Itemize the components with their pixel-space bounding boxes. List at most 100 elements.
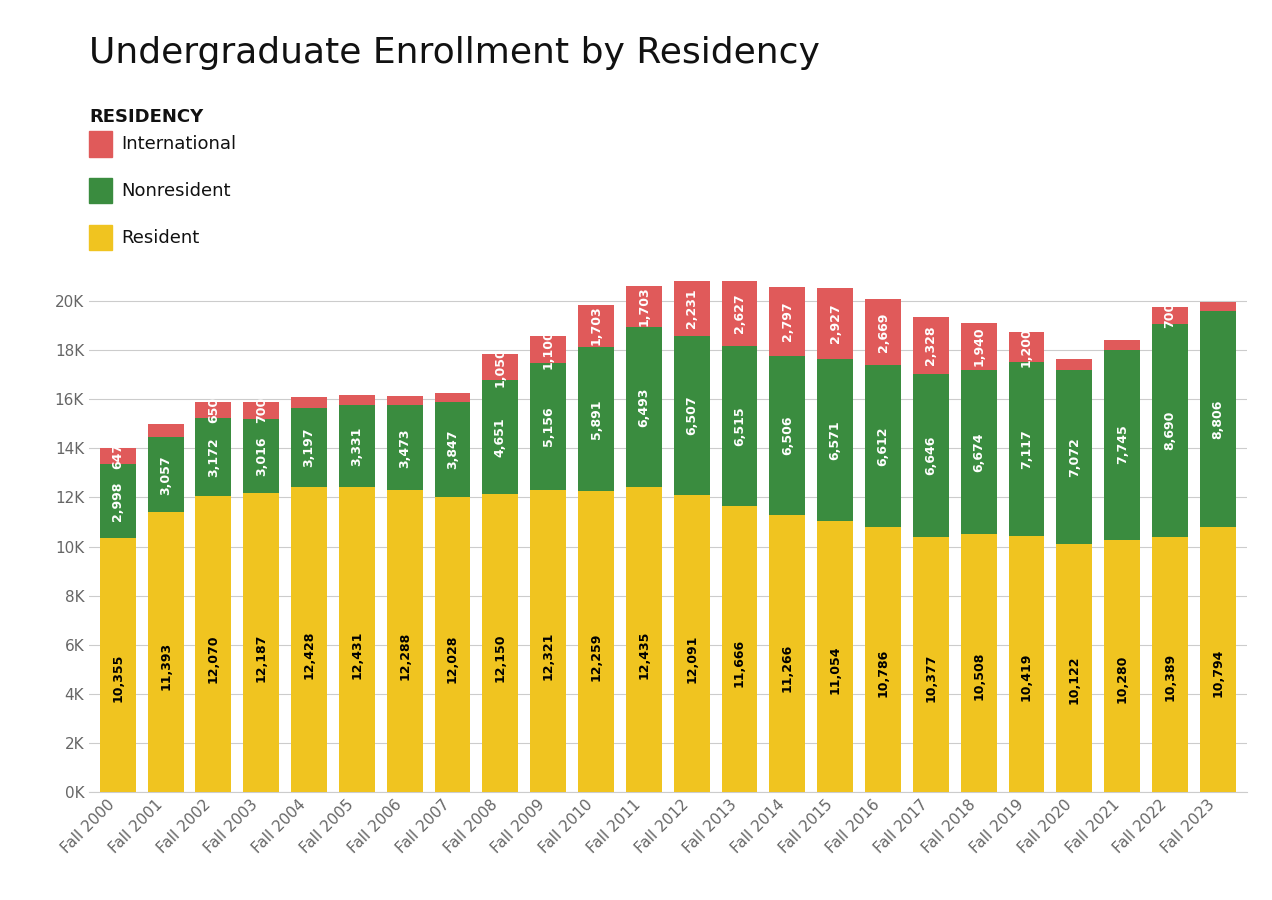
Bar <box>243 418 279 493</box>
Text: 6,612: 6,612 <box>876 427 889 466</box>
Bar <box>530 363 566 490</box>
Bar <box>196 496 232 792</box>
Text: 10,122: 10,122 <box>1068 656 1081 705</box>
Bar <box>818 359 854 521</box>
Bar <box>1057 359 1093 370</box>
Bar <box>338 487 375 792</box>
Bar <box>482 380 518 494</box>
Text: 12,259: 12,259 <box>589 633 603 680</box>
Text: 3,057: 3,057 <box>159 455 172 495</box>
Bar <box>1199 310 1236 527</box>
Bar <box>626 328 661 487</box>
Text: 10,389: 10,389 <box>1164 653 1177 701</box>
Bar <box>577 305 614 346</box>
Text: 12,288: 12,288 <box>398 632 411 680</box>
Text: 12,321: 12,321 <box>542 632 555 680</box>
Text: 11,054: 11,054 <box>829 645 842 694</box>
Text: 10,508: 10,508 <box>972 652 986 700</box>
Text: 647: 647 <box>111 443 125 470</box>
Bar <box>99 464 136 538</box>
Bar <box>243 401 279 419</box>
Text: 700: 700 <box>254 397 267 423</box>
Bar <box>1104 349 1140 540</box>
Text: 2,669: 2,669 <box>876 312 889 352</box>
Bar <box>913 374 949 537</box>
Bar <box>721 506 758 792</box>
Text: Nonresident: Nonresident <box>121 182 230 200</box>
Bar <box>913 537 949 792</box>
Bar <box>674 495 710 792</box>
Text: 1,200: 1,200 <box>1020 327 1033 366</box>
Bar <box>865 365 901 527</box>
Bar <box>435 392 471 402</box>
Text: 1,050: 1,050 <box>494 346 506 387</box>
Bar <box>291 487 327 792</box>
Text: 12,435: 12,435 <box>637 631 650 679</box>
Bar <box>387 396 422 405</box>
Bar <box>435 497 471 792</box>
Text: 7,117: 7,117 <box>1020 429 1033 469</box>
Bar <box>960 322 997 370</box>
Text: 2,328: 2,328 <box>925 326 937 365</box>
Text: 6,506: 6,506 <box>781 416 794 455</box>
Bar <box>960 534 997 792</box>
Bar <box>770 516 805 792</box>
Text: 10,355: 10,355 <box>111 653 125 702</box>
Bar <box>1009 536 1044 792</box>
Bar <box>196 402 232 418</box>
Text: 4,651: 4,651 <box>494 417 506 456</box>
Bar <box>482 354 518 380</box>
Bar <box>99 538 136 792</box>
Text: 7,072: 7,072 <box>1068 436 1081 477</box>
Bar <box>818 287 854 359</box>
Text: 3,172: 3,172 <box>207 437 220 477</box>
Text: 2,927: 2,927 <box>829 303 842 343</box>
Bar <box>626 487 661 792</box>
Text: 6,674: 6,674 <box>972 432 986 472</box>
Bar <box>291 398 327 409</box>
Text: 1,940: 1,940 <box>972 327 986 366</box>
Bar <box>913 317 949 374</box>
Bar <box>770 356 805 516</box>
Bar <box>99 448 136 464</box>
Text: 2,231: 2,231 <box>686 288 698 328</box>
Text: 2,627: 2,627 <box>733 293 747 333</box>
Bar <box>1057 544 1093 792</box>
Bar <box>435 402 471 497</box>
Bar <box>1152 324 1188 537</box>
Text: 1,703: 1,703 <box>589 306 603 346</box>
Text: 6,515: 6,515 <box>733 406 747 446</box>
Text: 6,493: 6,493 <box>637 387 650 427</box>
Bar <box>1104 540 1140 792</box>
Bar <box>1199 302 1236 310</box>
Bar <box>674 336 710 495</box>
Text: 10,377: 10,377 <box>925 653 937 702</box>
Bar <box>148 424 183 437</box>
Text: 8,690: 8,690 <box>1164 410 1177 450</box>
Text: 6,571: 6,571 <box>829 420 842 460</box>
Bar <box>626 285 661 328</box>
Text: 8,806: 8,806 <box>1211 400 1225 438</box>
Bar <box>243 493 279 792</box>
Text: 10,280: 10,280 <box>1116 654 1128 703</box>
Text: Resident: Resident <box>121 229 200 247</box>
Text: Undergraduate Enrollment by Residency: Undergraduate Enrollment by Residency <box>89 36 820 70</box>
Bar <box>1152 307 1188 324</box>
Text: RESIDENCY: RESIDENCY <box>89 108 204 126</box>
Bar <box>196 418 232 496</box>
Bar <box>291 409 327 487</box>
Text: 2,797: 2,797 <box>781 302 794 341</box>
Text: 6,507: 6,507 <box>686 395 698 436</box>
Text: 10,786: 10,786 <box>876 649 889 697</box>
Text: 3,016: 3,016 <box>254 436 267 475</box>
Bar <box>530 336 566 363</box>
Bar <box>1104 339 1140 349</box>
Text: 3,847: 3,847 <box>446 430 459 469</box>
Bar <box>818 521 854 792</box>
Bar <box>1199 527 1236 792</box>
Text: 10,419: 10,419 <box>1020 652 1033 701</box>
Bar <box>577 491 614 792</box>
Bar <box>674 281 710 336</box>
Text: 6,646: 6,646 <box>925 436 937 475</box>
Bar <box>387 491 422 792</box>
